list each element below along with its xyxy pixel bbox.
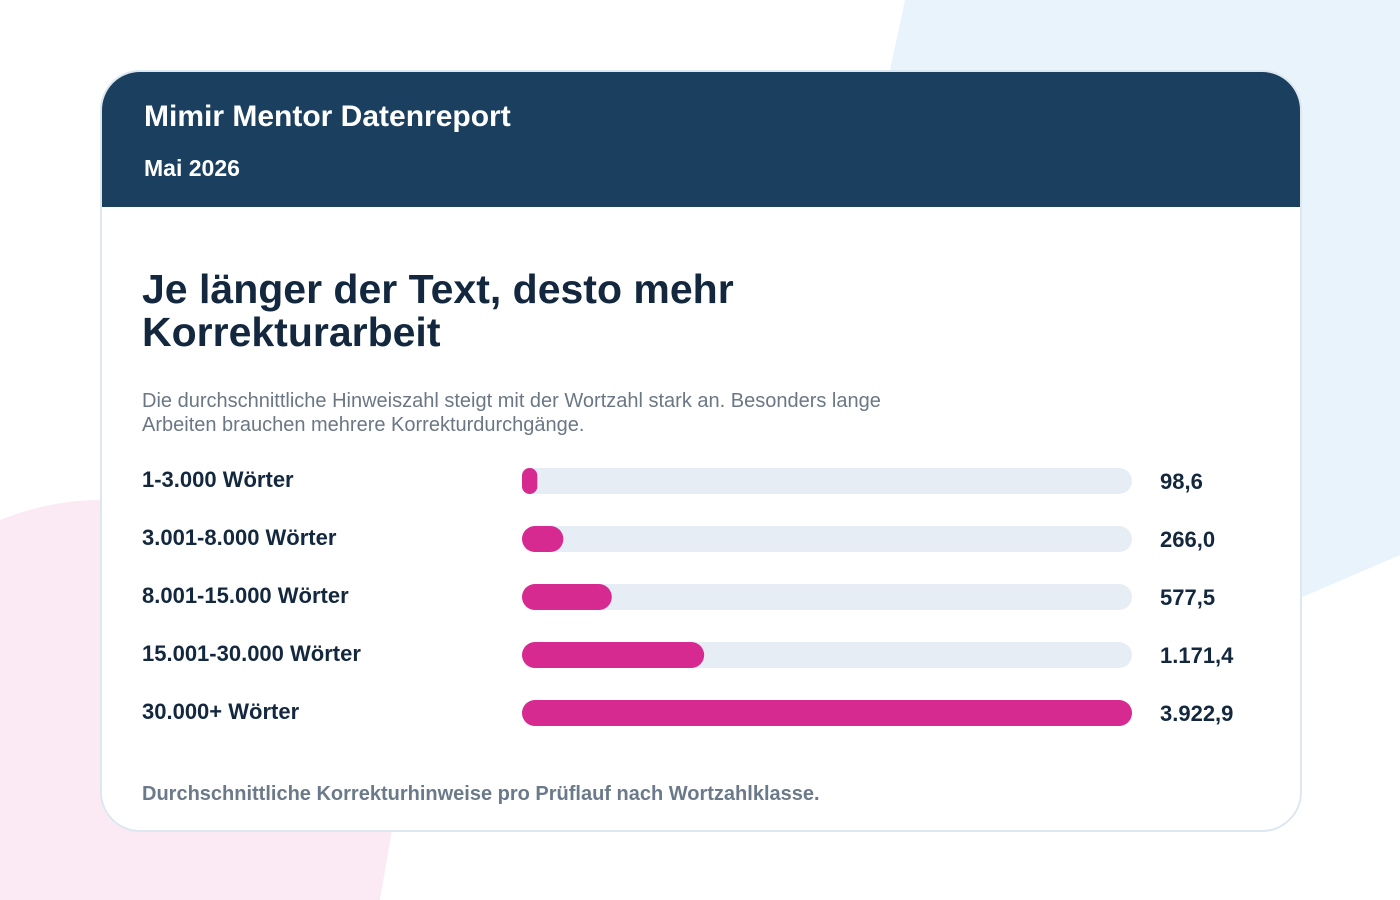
category-label: 15.001-30.000 Wörter (142, 641, 361, 666)
chart: 1-3.000 Wörter 98,6 3.001-8.000 Wörter 266,… (142, 467, 1234, 726)
report-card: Mimir Mentor Datenreport Mai 2026 Je län… (100, 70, 1302, 832)
bar-track (522, 584, 1132, 610)
bg-shape-pink (0, 500, 392, 900)
header-band (102, 72, 1300, 207)
value-label: 1.171,4 (1160, 643, 1234, 668)
category-label: 30.000+ Wörter (142, 699, 300, 724)
category-label: 1-3.000 Wörter (142, 467, 294, 492)
value-label: 577,5 (1160, 585, 1215, 610)
value-label: 3.922,9 (1160, 701, 1233, 726)
category-label: 3.001-8.000 Wörter (142, 525, 337, 550)
bar-track (522, 468, 1132, 494)
bar (522, 584, 612, 610)
header-subtitle: Mai 2026 (144, 155, 240, 181)
value-label: 266,0 (1160, 527, 1215, 552)
chart-title: Je länger der Text, desto mehr Korrektur… (142, 266, 734, 355)
bar (522, 468, 538, 494)
bar (522, 526, 564, 552)
bar-track (522, 526, 1132, 552)
category-label: 8.001-15.000 Wörter (142, 583, 349, 608)
chart-subtitle: Die durchschnittliche Hinweiszahl steigt… (142, 390, 881, 436)
value-label: 98,6 (1160, 469, 1203, 494)
bar (522, 700, 1132, 726)
bar (522, 642, 705, 668)
chart-caption: Durchschnittliche Korrekturhinweise pro … (142, 783, 820, 805)
header-title: Mimir Mentor Datenreport (144, 100, 511, 133)
